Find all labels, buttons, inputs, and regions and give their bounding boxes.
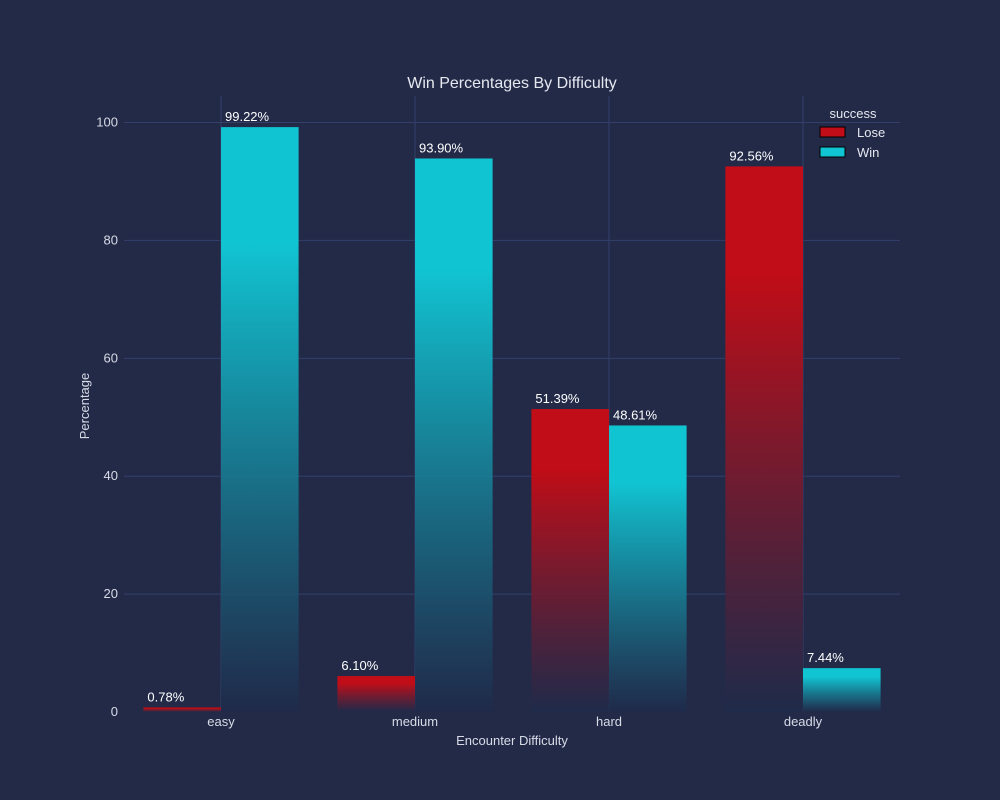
y-tick-label: 20: [104, 586, 118, 601]
bar-win-easy[interactable]: [221, 127, 299, 713]
data-label-lose-easy: 0.78%: [147, 689, 184, 704]
bar-win-hard[interactable]: [609, 425, 687, 712]
bars: [143, 127, 881, 713]
legend-label-win: Win: [857, 145, 879, 160]
y-tick-label: 100: [96, 115, 118, 130]
bar-lose-hard[interactable]: [531, 409, 609, 712]
legend-item-win[interactable]: Win: [819, 145, 879, 160]
legend-swatch-lose: [819, 126, 846, 138]
x-axis-title: Encounter Difficulty: [456, 733, 568, 748]
x-tick-label: deadly: [784, 714, 823, 729]
data-label-win-hard: 48.61%: [613, 407, 658, 422]
data-label-lose-deadly: 92.56%: [729, 148, 774, 163]
axes: 0 20 40 60 80 100 easy medium hard deadly: [96, 115, 822, 729]
data-label-lose-hard: 51.39%: [535, 391, 580, 406]
bar-lose-deadly[interactable]: [725, 166, 803, 712]
chart-title: Win Percentages By Difficulty: [407, 75, 617, 92]
legend-swatch-win: [819, 146, 846, 158]
data-label-lose-medium: 6.10%: [341, 658, 378, 673]
data-label-win-medium: 93.90%: [419, 140, 464, 155]
bar-win-medium[interactable]: [415, 158, 493, 713]
legend-item-lose[interactable]: Lose: [819, 125, 885, 140]
y-tick-label: 60: [104, 350, 118, 365]
x-tick-label: hard: [596, 714, 622, 729]
y-tick-label: 0: [111, 704, 118, 719]
legend-title: success: [830, 106, 877, 121]
legend[interactable]: success Lose Win: [819, 106, 885, 160]
y-tick-label: 80: [104, 232, 118, 247]
data-label-win-deadly: 7.44%: [807, 650, 844, 665]
data-label-win-easy: 99.22%: [225, 109, 270, 124]
x-tick-label: medium: [392, 714, 438, 729]
bar-labels: 0.78% 6.10% 51.39% 92.56% 99.22% 93.90% 48.61%…: [147, 109, 844, 704]
x-tick-label: easy: [207, 714, 235, 729]
y-tick-label: 40: [104, 468, 118, 483]
bar-lose-medium[interactable]: [337, 676, 415, 712]
y-axis-title: Percentage: [77, 373, 92, 440]
legend-label-lose: Lose: [857, 125, 885, 140]
bar-win-deadly[interactable]: [803, 668, 881, 712]
bar-lose-easy[interactable]: [143, 707, 221, 712]
